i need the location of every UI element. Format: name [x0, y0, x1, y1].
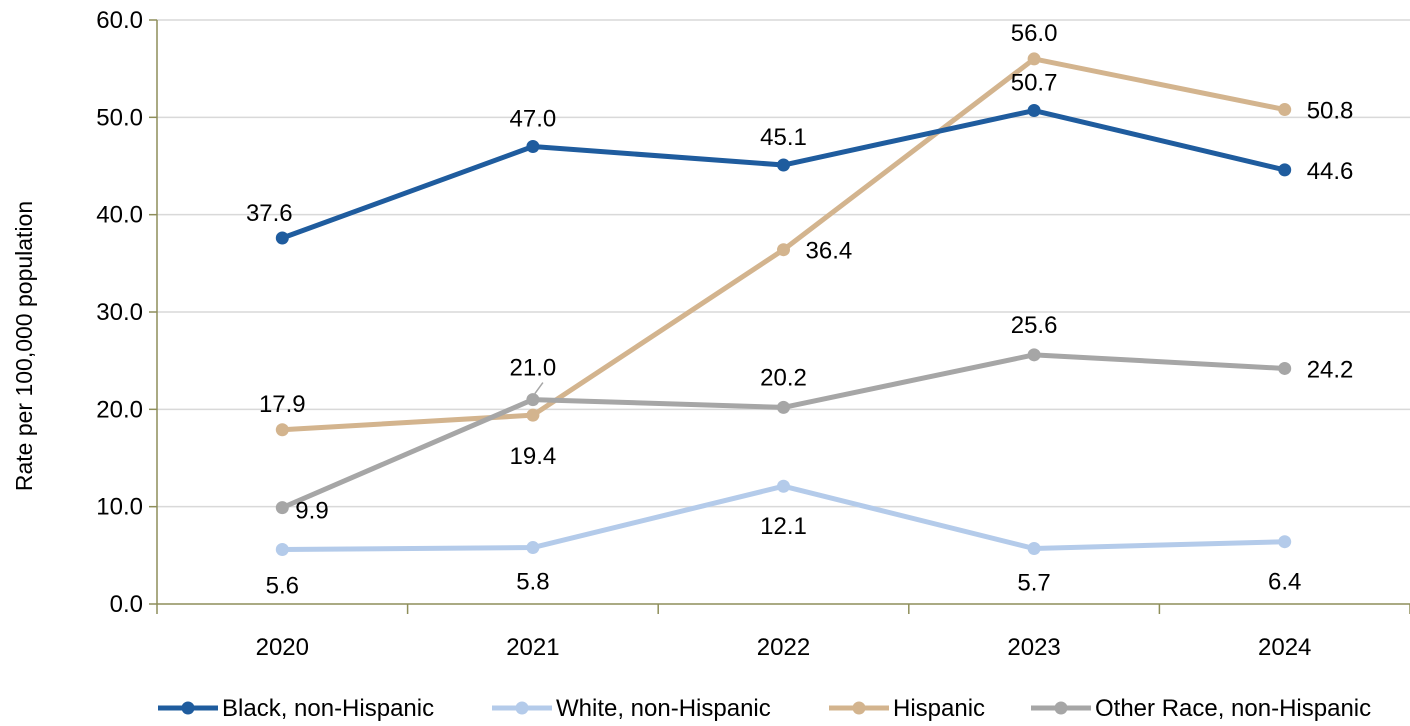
- y-tick-label: 30.0: [96, 299, 143, 326]
- data-label: 25.6: [1011, 312, 1058, 339]
- y-tick-label: 40.0: [96, 202, 143, 229]
- leader-lines: [534, 382, 544, 395]
- data-point: [1027, 52, 1041, 66]
- data-point: [275, 231, 289, 245]
- data-label: 12.1: [760, 513, 807, 540]
- data-label: 50.7: [1011, 70, 1058, 97]
- legend-label: Other Race, non-Hispanic: [1095, 695, 1371, 722]
- data-label: 5.7: [1017, 570, 1050, 597]
- data-point: [777, 479, 790, 493]
- legend-marker: [1054, 701, 1068, 715]
- gridlines: [157, 19, 1410, 508]
- data-point: [526, 393, 540, 407]
- data-label: 56.0: [1011, 20, 1058, 47]
- legend-label: Black, non-Hispanic: [222, 695, 434, 722]
- data-point: [1027, 104, 1041, 118]
- legend: Black, non-Hispanic White, non-Hispanic Hi…: [158, 695, 1371, 722]
- x-tick-label: 2024: [1258, 634, 1311, 661]
- legend-marker: [181, 701, 195, 715]
- data-label: 5.6: [266, 572, 299, 599]
- data-label: 47.0: [510, 106, 557, 133]
- y-tick-label: 20.0: [96, 396, 143, 423]
- data-label: 50.8: [1307, 98, 1354, 125]
- data-point: [526, 140, 540, 154]
- data-label: 6.4: [1268, 569, 1301, 596]
- data-points: [275, 52, 1292, 556]
- data-label: 45.1: [760, 124, 807, 151]
- data-point: [777, 400, 790, 414]
- data-label: 17.9: [259, 391, 306, 418]
- x-tick-label: 2020: [256, 634, 309, 661]
- data-point: [275, 501, 289, 515]
- legend-marker: [852, 701, 866, 715]
- data-label: 37.6: [246, 200, 293, 227]
- legend-label: White, non-Hispanic: [556, 695, 771, 722]
- data-point: [777, 243, 790, 257]
- data-label: 21.0: [510, 355, 557, 382]
- data-point: [526, 408, 540, 422]
- x-tick-label: 2021: [506, 634, 559, 661]
- legend-label: Hispanic: [893, 695, 985, 722]
- x-tick-label: 2022: [757, 634, 810, 661]
- y-tick-label: 60.0: [96, 7, 143, 34]
- y-tick-label: 50.0: [96, 104, 143, 131]
- y-tick-label: 0.0: [110, 591, 143, 618]
- data-label: 44.6: [1307, 158, 1354, 185]
- data-point: [275, 423, 289, 437]
- label-leader-line: [534, 382, 544, 395]
- data-label: 5.8: [516, 569, 549, 596]
- data-label: 36.4: [806, 238, 853, 265]
- data-point: [1027, 542, 1041, 556]
- data-point: [1278, 103, 1292, 117]
- data-labels: 37.6 47.0 45.1 50.7 44.6 5.6 5.8 12.1 5.7 6.4 17.9…: [246, 20, 1353, 600]
- data-label: 20.2: [760, 364, 807, 391]
- data-point: [275, 542, 289, 556]
- data-point: [526, 541, 540, 555]
- data-point: [1278, 361, 1292, 375]
- data-point: [1278, 535, 1292, 549]
- y-tick-label: 10.0: [96, 494, 143, 521]
- axes: 0.0 10.0 20.0 30.0 40.0 50.0 60.0 2020 2021 2022 2…: [96, 7, 1410, 661]
- data-point: [777, 158, 790, 172]
- data-point: [1027, 348, 1041, 362]
- data-label: 24.2: [1307, 356, 1354, 383]
- data-label: 19.4: [510, 443, 557, 470]
- data-label: 9.9: [295, 498, 328, 525]
- x-tick-label: 2023: [1007, 634, 1060, 661]
- data-point: [1278, 163, 1292, 177]
- legend-marker: [515, 701, 529, 715]
- y-axis-title: Rate per 100,000 population: [11, 201, 37, 491]
